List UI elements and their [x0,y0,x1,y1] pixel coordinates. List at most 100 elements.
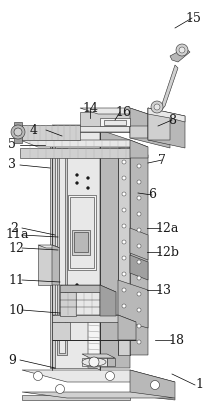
Circle shape [137,260,141,264]
Polygon shape [38,245,60,248]
Text: 15: 15 [185,11,201,24]
Circle shape [179,47,185,53]
Text: 5: 5 [8,138,16,151]
Text: 13: 13 [155,284,171,297]
Circle shape [122,160,126,164]
Polygon shape [80,108,148,114]
Polygon shape [118,148,130,355]
Polygon shape [52,125,148,132]
Polygon shape [107,358,115,366]
Circle shape [122,272,126,276]
Text: 10: 10 [8,304,24,317]
Circle shape [122,208,126,212]
Circle shape [137,308,141,312]
Circle shape [137,340,141,344]
Circle shape [137,276,141,280]
Circle shape [122,304,126,308]
Polygon shape [118,280,148,328]
Bar [68,195,96,270]
Circle shape [122,320,126,324]
Circle shape [122,336,126,340]
Text: 1: 1 [195,379,203,392]
Polygon shape [38,245,52,285]
Circle shape [122,288,126,292]
Circle shape [137,212,141,216]
Circle shape [122,176,126,180]
Ellipse shape [82,358,106,366]
Polygon shape [52,315,118,322]
Polygon shape [130,255,148,280]
Polygon shape [22,370,175,382]
Polygon shape [52,125,130,132]
Text: 3: 3 [8,158,16,171]
Polygon shape [100,130,130,368]
Bar [74,232,88,252]
Polygon shape [52,315,136,322]
Text: 7: 7 [158,153,166,166]
Text: 2: 2 [10,222,18,235]
Circle shape [154,104,160,110]
Text: 8: 8 [168,113,176,126]
Circle shape [122,224,126,228]
Text: 6: 6 [148,188,156,202]
Circle shape [11,125,25,139]
Circle shape [151,101,163,113]
Polygon shape [82,358,107,366]
Polygon shape [130,110,148,138]
Text: 16: 16 [115,106,131,118]
Polygon shape [130,108,148,126]
Polygon shape [22,395,130,400]
Polygon shape [60,285,116,292]
Circle shape [122,192,126,196]
Bar [72,230,90,255]
Polygon shape [57,148,67,355]
Polygon shape [130,228,148,260]
Polygon shape [82,354,115,358]
Circle shape [86,186,89,189]
Polygon shape [118,148,148,155]
Polygon shape [59,150,65,353]
Circle shape [137,180,141,184]
Circle shape [176,44,188,56]
Polygon shape [20,140,148,147]
Polygon shape [88,320,100,370]
Circle shape [122,256,126,260]
Polygon shape [60,292,76,316]
Text: 12b: 12b [155,246,179,259]
Circle shape [151,381,159,390]
Polygon shape [52,130,100,368]
Circle shape [137,228,141,232]
Polygon shape [80,112,130,126]
Text: 9: 9 [8,353,16,366]
Polygon shape [20,125,80,140]
Polygon shape [50,130,55,368]
Polygon shape [130,148,148,355]
Polygon shape [14,122,22,143]
Circle shape [86,288,89,291]
Circle shape [86,177,89,180]
Text: 12: 12 [8,242,24,255]
Bar [104,120,126,125]
Circle shape [33,372,43,381]
Text: 12a: 12a [155,222,178,235]
Circle shape [137,324,141,328]
Circle shape [56,384,65,393]
Polygon shape [148,108,185,122]
Circle shape [76,284,78,286]
Polygon shape [148,108,185,148]
Text: 4: 4 [30,124,38,137]
Polygon shape [155,65,178,112]
Polygon shape [148,108,170,140]
Polygon shape [52,245,60,285]
Polygon shape [170,48,190,62]
Polygon shape [130,140,148,158]
Circle shape [137,292,141,296]
Text: 11a: 11a [5,228,29,242]
Polygon shape [60,285,100,292]
Circle shape [76,173,78,177]
Text: 11: 11 [8,273,24,286]
Polygon shape [52,322,70,340]
Polygon shape [130,110,170,148]
Polygon shape [20,148,130,158]
Polygon shape [130,110,170,126]
